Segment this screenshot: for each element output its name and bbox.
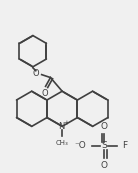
Text: F: F — [122, 141, 127, 150]
Text: S: S — [101, 141, 107, 150]
Text: ⁻O: ⁻O — [75, 141, 87, 150]
Text: CH₃: CH₃ — [56, 140, 69, 146]
Text: O: O — [101, 161, 108, 170]
Text: O: O — [32, 69, 39, 78]
Text: O: O — [101, 122, 108, 131]
Text: O: O — [41, 89, 48, 98]
Text: N: N — [58, 122, 64, 131]
Text: +: + — [64, 120, 70, 126]
